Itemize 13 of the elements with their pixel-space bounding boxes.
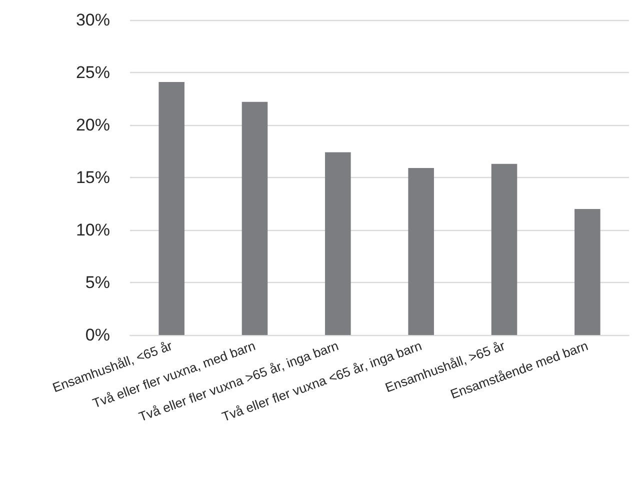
bar [408, 168, 434, 335]
bar [325, 152, 351, 335]
y-tick-label: 20% [76, 116, 110, 134]
y-tick-label: 25% [76, 63, 110, 82]
bar [491, 164, 518, 335]
y-tick-label: 15% [76, 168, 110, 187]
bar [158, 82, 184, 335]
bar [242, 102, 268, 335]
y-tick-label: 5% [85, 273, 110, 292]
y-tick-label: 10% [76, 220, 110, 240]
bar [574, 209, 600, 335]
y-tick-label: 30% [76, 10, 110, 30]
y-tick-label: 0% [85, 326, 110, 344]
